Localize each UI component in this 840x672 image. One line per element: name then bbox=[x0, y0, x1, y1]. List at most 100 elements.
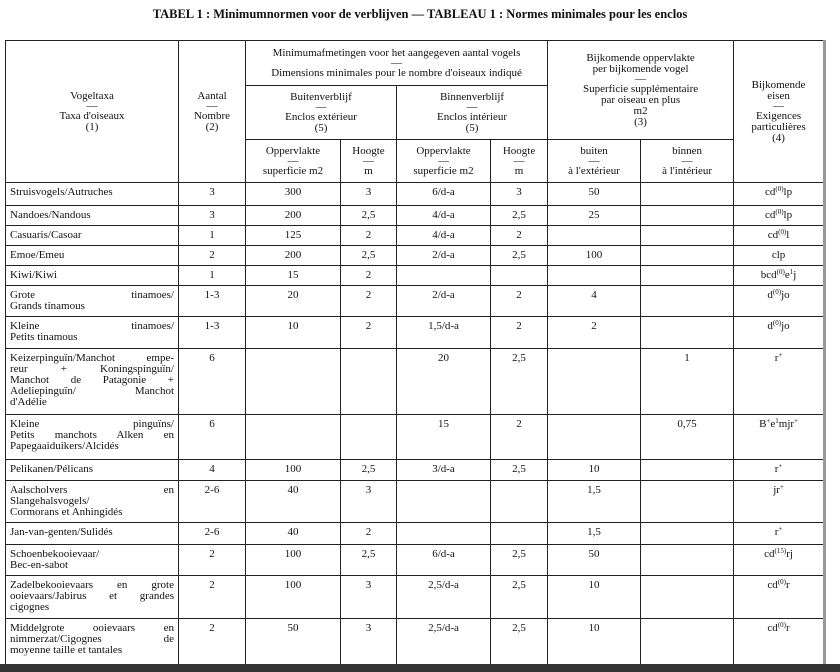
table-row: Kiwi/Kiwi 1 15 2 bcd(0)e1j bbox=[5, 265, 825, 286]
taxa-line: Papegaaiduikers/Alcidés bbox=[10, 440, 119, 452]
header-line: (5) bbox=[465, 121, 479, 134]
eisen-segment: mjr bbox=[778, 418, 795, 430]
cell-extra-buiten: 4 bbox=[547, 285, 642, 317]
cell-extra-buiten bbox=[547, 414, 642, 460]
taxa-line: Cormorans et Anhingidés bbox=[10, 506, 123, 518]
cell-extra-buiten: 1,5 bbox=[547, 480, 642, 523]
cell-taxa: Kleine pinguïns/Petits manchots Alken en… bbox=[5, 414, 179, 460]
cell-taxa: Middelgrote ooievaars en nimmerzat/Cigogn… bbox=[5, 618, 179, 665]
cell-extra-buiten: 2 bbox=[547, 316, 642, 349]
cell-eisen: jr+ bbox=[733, 480, 825, 523]
cell-taxa: Jan-van-genten/Sulidés bbox=[5, 522, 179, 545]
header-line: Dimensions minimales pour le nombre d'oi… bbox=[271, 66, 522, 79]
cell-extra-buiten bbox=[547, 265, 642, 286]
cell-h-buiten bbox=[340, 414, 397, 460]
taxa-line: Casuaris/Casoar bbox=[10, 229, 82, 241]
eisen-segment: jo bbox=[781, 320, 790, 332]
eisen-segment: d bbox=[767, 320, 773, 332]
eisen-segment: cd bbox=[767, 229, 779, 241]
eisen-segment: r bbox=[785, 622, 790, 634]
header-bijkomende: Bijkomende oppervlakte per bijkomende vog… bbox=[547, 40, 735, 140]
header-line: — bbox=[513, 154, 525, 167]
eisen-segment: cd bbox=[767, 622, 778, 634]
table-row: Jan-van-genten/Sulidés 2-6 40 2 1,5 r+ bbox=[5, 522, 825, 545]
header-line: superficie m2 bbox=[262, 164, 324, 177]
taxa-line: Middelgrote ooievaars en bbox=[10, 622, 174, 634]
cell-extra-binnen bbox=[640, 285, 735, 317]
cell-extra-binnen bbox=[640, 182, 735, 206]
cell-h-buiten: 2,5 bbox=[340, 544, 397, 576]
eisen-segment: j bbox=[793, 269, 797, 281]
cell-opp-buiten: 100 bbox=[245, 575, 341, 619]
table-row: Pelikanen/Pélicans 4 100 2,5 3/d-a 2,5 10 r+ bbox=[5, 459, 825, 481]
header-line: — bbox=[773, 99, 785, 112]
taxa-line: Pelikanen/Pélicans bbox=[10, 463, 94, 475]
header-eisen: Bijkomende eisen — Exigences particulières (4… bbox=[733, 40, 825, 183]
cell-extra-binnen bbox=[640, 544, 735, 576]
table-row: Aalscholvers en Slangehalsvogels/Cormoran… bbox=[5, 480, 825, 523]
eisen-segment: jo bbox=[781, 289, 790, 301]
eisen-segment: + bbox=[779, 483, 784, 491]
cell-extra-binnen: 1 bbox=[640, 348, 735, 415]
taxa-line: Aalscholvers en bbox=[10, 484, 174, 496]
cell-opp-buiten: 15 bbox=[245, 265, 341, 286]
cell-opp-buiten bbox=[245, 348, 341, 415]
cell-eisen: clp bbox=[733, 245, 825, 266]
cell-opp-binnen: 2/d-a bbox=[396, 245, 491, 266]
eisen-segment: (0) bbox=[776, 268, 785, 276]
header-line: Binnenverblijf bbox=[439, 90, 505, 103]
cell-opp-buiten: 200 bbox=[245, 245, 341, 266]
eisen-segment: jr bbox=[773, 484, 780, 496]
taxa-line: Zadelbekooievaars en grote bbox=[10, 579, 174, 591]
header-line: — bbox=[681, 154, 693, 167]
eisen-segment: + bbox=[794, 417, 798, 425]
cell-h-binnen: 2,5 bbox=[489, 544, 549, 576]
cell-extra-binnen bbox=[640, 522, 735, 545]
header-aantal: Aantal — Nombre (2) bbox=[178, 40, 246, 183]
cell-h-buiten: 2 bbox=[340, 265, 397, 286]
page-edge bbox=[823, 40, 826, 664]
cell-opp-binnen bbox=[396, 480, 491, 523]
cell-eisen: cd(0)r bbox=[733, 575, 825, 619]
table-row: Kleine tinamoes/Petits tinamous 1-3 10 2 1,5… bbox=[5, 316, 825, 349]
bottom-bar bbox=[0, 664, 840, 672]
cell-eisen: bcd(0)e1j bbox=[733, 265, 825, 286]
cell-h-binnen: 2,5 bbox=[489, 575, 549, 619]
cell-aantal: 6 bbox=[178, 414, 246, 460]
table-row: Struisvogels/Autruches 3 300 3 6/d-a 3 50 cd(0)… bbox=[5, 182, 825, 206]
cell-opp-binnen: 6/d-a bbox=[396, 182, 491, 206]
header-line: — bbox=[315, 100, 327, 113]
header-line: m2 bbox=[633, 104, 648, 117]
header-line: Buitenverblijf bbox=[290, 90, 352, 103]
taxa-line: Schoenbekooievaar/ bbox=[10, 548, 100, 560]
taxa-line: Grote tinamoes/ bbox=[10, 289, 174, 301]
cell-opp-binnen: 1,5/d-a bbox=[396, 316, 491, 349]
eisen-segment: e bbox=[784, 269, 790, 281]
cell-taxa: Keizerpinguïn/Manchot empe-reur + Koning… bbox=[5, 348, 179, 415]
cell-extra-binnen: 0,75 bbox=[640, 414, 735, 460]
cell-h-buiten: 2 bbox=[340, 522, 397, 545]
header-minimum: Minimumafmetingen voor het aangegeven aa… bbox=[244, 40, 549, 86]
header-line: à l'intérieur bbox=[662, 164, 713, 177]
cell-opp-buiten: 40 bbox=[245, 522, 341, 545]
cell-extra-binnen bbox=[640, 459, 735, 481]
header-line: Minimumafmetingen voor het aangegeven aa… bbox=[272, 46, 521, 59]
cell-h-buiten: 2 bbox=[340, 285, 397, 317]
header-line: per bijkomende vogel bbox=[592, 62, 689, 75]
cell-opp-buiten: 100 bbox=[245, 459, 341, 481]
eisen-segment: (0) bbox=[777, 621, 786, 629]
cell-taxa: Zadelbekooievaars en grote ooievaars/Jabi… bbox=[5, 575, 179, 619]
cell-opp-binnen: 20 bbox=[396, 348, 491, 415]
header-line: Superficie supplémentaire bbox=[582, 82, 699, 95]
table-row: Keizerpinguïn/Manchot empe-reur + Koning… bbox=[5, 348, 825, 415]
header-line: particulières bbox=[751, 120, 806, 133]
cell-aantal: 2-6 bbox=[178, 480, 246, 523]
header-line: Bijkomende bbox=[751, 78, 806, 91]
header-line: (3) bbox=[634, 115, 647, 128]
cell-extra-binnen bbox=[640, 265, 735, 286]
eisen-segment: (15) bbox=[774, 547, 787, 555]
cell-extra-buiten: 10 bbox=[547, 575, 642, 619]
header-binnenverblijf: Binnenverblijf — Enclos intérieur (5) bbox=[395, 85, 549, 140]
eisen-segment: r bbox=[774, 526, 779, 538]
eisen-segment: lp bbox=[783, 209, 793, 221]
